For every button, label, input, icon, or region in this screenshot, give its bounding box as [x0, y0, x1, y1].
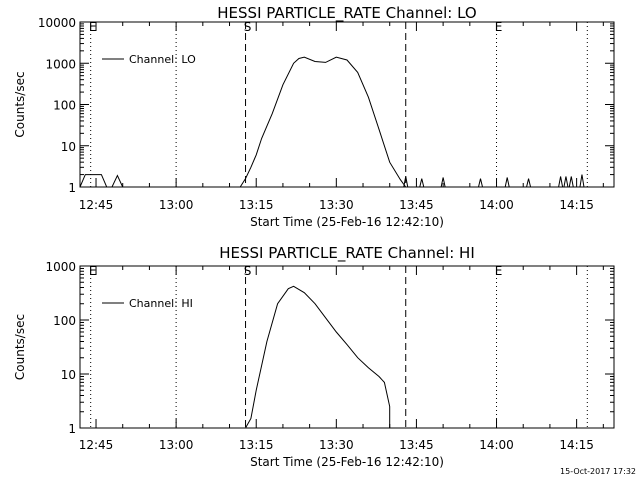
panel-lo-x-axis-label: Start Time (25-Feb-16 12:42:10): [250, 215, 444, 229]
panel-hi-x-tick-label: 13:30: [319, 438, 354, 452]
panel-lo-y-tick-label: 100: [53, 99, 76, 113]
panel-lo-spike-mark: [563, 176, 569, 188]
panel-lo-marker-label: S: [244, 20, 252, 34]
panel-lo-legend-label: Channel: LO: [129, 53, 196, 66]
panel-hi-x-tick-label: 12:45: [79, 438, 114, 452]
panel-hi-title: HESSI PARTICLE_RATE Channel: HI: [219, 244, 475, 263]
panel-lo-series-line: [79, 56, 407, 188]
panel-lo-spike-mark: [440, 177, 446, 188]
panel-lo-spike-mark: [419, 178, 425, 188]
panel-lo-y-tick-label: 10000: [38, 16, 76, 30]
footer-timestamp: 15-Oct-2017 17:32: [560, 467, 636, 476]
panel-hi-x-tick-label: 13:15: [239, 438, 274, 452]
panel-lo-spike-mark: [558, 176, 564, 188]
panel-hi-x-tick-label: 13:00: [159, 438, 194, 452]
panel-lo-frame: [79, 21, 615, 188]
panel-hi-y-axis-label: Counts/sec: [13, 314, 27, 380]
panel-lo-spike-mark: [478, 178, 483, 188]
panel-hi-x-tick-label: 14:15: [559, 438, 594, 452]
panel-lo-y-tick-label: 1000: [45, 57, 76, 71]
panel-hi-y-tick-label: 100: [53, 314, 76, 328]
panel-hi-x-tick-label: 13:45: [399, 438, 434, 452]
panel-lo-y-axis-label: Counts/sec: [13, 71, 27, 137]
panel-hi-x-axis-label: Start Time (25-Feb-16 12:42:10): [250, 455, 444, 469]
panel-lo: HESSI PARTICLE_RATE Channel: LO 12:45 13:0…: [13, 4, 615, 229]
panel-lo-x-tick-label: 13:30: [319, 198, 354, 212]
panel-lo-title: HESSI PARTICLE_RATE Channel: LO: [217, 4, 476, 23]
panel-hi: HESSI PARTICLE_RATE Channel: HI 12:45 13:0…: [13, 244, 615, 469]
panel-lo-spike-mark: [568, 176, 574, 188]
panel-lo-x-tick-label: 13:00: [159, 198, 194, 212]
panel-lo-marker-label: E: [495, 20, 503, 34]
panel-hi-series-line: [245, 285, 391, 429]
panel-hi-y-tick-label: 1: [68, 422, 76, 436]
panel-lo-x-tick-label: 14:00: [479, 198, 514, 212]
panel-lo-x-tick-label: 14:15: [559, 198, 594, 212]
panel-lo-spike-mark: [504, 177, 510, 188]
panel-hi-x-tick-label: 14:00: [479, 438, 514, 452]
panel-hi-y-tick-label: 10: [61, 368, 76, 382]
panel-lo-spike-mark: [579, 174, 585, 188]
panel-lo-y-tick-label: 10: [61, 140, 76, 154]
panel-lo-x-tick-label: 13:15: [239, 198, 274, 212]
panel-hi-legend-label: Channel: HI: [129, 297, 193, 310]
panel-hi-frame: [79, 265, 615, 429]
panel-lo-x-tick-label: 12:45: [79, 198, 114, 212]
panel-hi-marker-label: S: [244, 264, 252, 278]
panel-hi-marker-label: E: [89, 264, 97, 278]
panel-lo-y-tick-label: 1: [68, 181, 76, 195]
panel-lo-marker-label: E: [89, 20, 97, 34]
panel-lo-x-tick-label: 13:45: [399, 198, 434, 212]
panel-hi-marker-label: E: [495, 264, 503, 278]
panel-lo-spike-mark: [526, 178, 532, 188]
panel-lo-spike-mark: [403, 176, 409, 188]
panel-hi-y-tick-label: 1000: [45, 260, 76, 274]
